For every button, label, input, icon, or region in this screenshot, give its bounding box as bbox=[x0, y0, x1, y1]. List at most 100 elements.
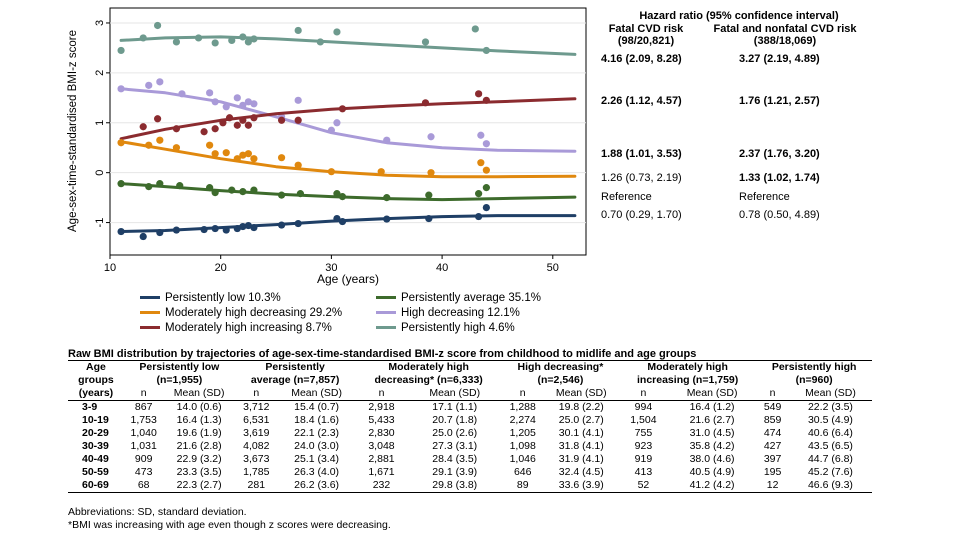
table-cell: 923 bbox=[634, 440, 653, 452]
subhead-mean: Mean (SD) bbox=[163, 387, 235, 401]
table-cell: 25.0 (2.7) bbox=[558, 414, 604, 426]
y-tick-label: 3 bbox=[94, 20, 106, 26]
table-cell: 4,082 bbox=[243, 440, 270, 452]
x-axis-label: Age (years) bbox=[317, 272, 379, 286]
subhead-n: n bbox=[355, 387, 408, 401]
table-cell: 549 bbox=[763, 401, 782, 413]
data-point bbox=[206, 141, 214, 149]
group-head-l2: (n=2,546) bbox=[537, 374, 584, 386]
hazard-row-2-c1: 2.26 (1.12, 4.57) bbox=[601, 95, 682, 107]
table-row: 40-49 909 22.9 (3.2) 3,673 25.1 (3.4) 2,881 28… bbox=[68, 453, 872, 466]
group-head-l1: Moderately high bbox=[355, 360, 502, 374]
x-tick-label: 10 bbox=[104, 262, 116, 274]
table-header-row: Age Persistently low Persistently Modera… bbox=[68, 360, 872, 374]
data-point bbox=[156, 136, 164, 144]
table-row: 20-29 1,040 19.6 (1.9) 3,619 22.1 (2.3) 2,830… bbox=[68, 427, 872, 440]
table-cell: 31.0 (4.5) bbox=[689, 427, 735, 439]
table-cell: 1,205 bbox=[509, 427, 536, 439]
table-row: 60-69 68 22.3 (2.7) 281 26.2 (3.6) 232 29.8 (3… bbox=[68, 479, 872, 493]
data-point bbox=[233, 121, 241, 129]
table-cell: 41.2 (4.2) bbox=[667, 479, 757, 493]
table-cell: 30.5 (4.9) bbox=[807, 414, 853, 426]
table-cell: 43.5 (6.5) bbox=[807, 440, 853, 452]
data-point bbox=[294, 116, 302, 124]
age-group-cell: 10-19 bbox=[82, 414, 109, 426]
subhead-mean: Mean (SD) bbox=[543, 387, 619, 401]
group-head-l1: Persistently high bbox=[756, 360, 872, 374]
table-cell: 3,619 bbox=[243, 427, 270, 439]
table-cell: 427 bbox=[763, 440, 782, 452]
trajectory-line bbox=[119, 214, 577, 233]
series-group bbox=[117, 78, 577, 153]
plot-area bbox=[109, 7, 587, 256]
x-tick-label: 20 bbox=[215, 262, 227, 274]
series-group bbox=[119, 90, 577, 141]
table-row: 50-59 473 23.3 (3.5) 1,785 26.3 (4.0) 1,671 29… bbox=[68, 466, 872, 479]
data-point bbox=[482, 140, 490, 148]
footnote-bmi: *BMI was increasing with age even though… bbox=[68, 519, 391, 531]
data-point bbox=[139, 232, 147, 241]
table-cell: 31.8 (4.1) bbox=[558, 440, 604, 452]
footnote-abbreviations: Abbreviations: SD, standard deviation. bbox=[68, 506, 247, 518]
hazard-title: Hazard ratio (95% confidence interval) bbox=[639, 10, 839, 22]
subhead-n: n bbox=[756, 387, 789, 401]
group-head-l1: Moderately high bbox=[618, 360, 757, 374]
table-cell: 24.0 (3.0) bbox=[294, 440, 340, 452]
hazard-col1-header: Fatal CVD risk (98/20,821) bbox=[596, 23, 696, 47]
data-point bbox=[154, 115, 162, 123]
table-row: 3-9 867 14.0 (0.6) 3,712 15.4 (0.7) 2,918 17.1… bbox=[68, 401, 872, 415]
legend-item: Persistently high 4.6% bbox=[376, 322, 515, 334]
hazard-row-6-c1: 0.70 (0.29, 1.70) bbox=[601, 209, 682, 221]
data-point bbox=[211, 125, 219, 133]
data-point bbox=[244, 121, 252, 129]
data-point bbox=[294, 26, 302, 35]
table-cell: 25.0 (2.6) bbox=[432, 427, 478, 439]
legend-swatch bbox=[376, 311, 396, 315]
table-cell: 14.0 (0.6) bbox=[176, 401, 222, 413]
data-point bbox=[421, 38, 430, 46]
table-cell: 994 bbox=[634, 401, 653, 413]
subhead-mean: Mean (SD) bbox=[788, 387, 872, 401]
subhead-n: n bbox=[501, 387, 544, 401]
data-point bbox=[482, 166, 490, 174]
data-point bbox=[172, 38, 181, 46]
hazard-row-1-c2: 3.27 (2.19, 4.89) bbox=[739, 53, 820, 65]
hazard-row-3-c1: 1.88 (1.01, 3.53) bbox=[601, 148, 682, 160]
x-tick-label: 30 bbox=[325, 262, 337, 274]
table-cell: 23.3 (3.5) bbox=[176, 466, 222, 478]
legend-item: Moderately high decreasing 29.2% bbox=[140, 307, 342, 319]
legend-swatch bbox=[376, 296, 396, 300]
table-cell: 1,046 bbox=[509, 453, 536, 465]
subhead-mean: Mean (SD) bbox=[277, 387, 356, 401]
data-point bbox=[471, 25, 479, 33]
hazard-col1-sub: (98/20,821) bbox=[617, 35, 675, 47]
table-cell: 2,918 bbox=[368, 401, 395, 413]
series-group bbox=[117, 180, 577, 202]
table-subheader-row: (years) n Mean (SD) n Mean (SD) n Mean (SD) n M… bbox=[68, 387, 872, 401]
table-cell: 26.3 (4.0) bbox=[294, 466, 340, 478]
table-cell: 19.6 (1.9) bbox=[176, 427, 222, 439]
legend-swatch bbox=[376, 326, 396, 330]
legend-item: Moderately high increasing 8.7% bbox=[140, 322, 332, 334]
data-point bbox=[427, 133, 435, 141]
table-cell: 45.2 (7.6) bbox=[807, 466, 853, 478]
table-cell: 18.4 (1.6) bbox=[294, 414, 340, 426]
data-point bbox=[427, 169, 435, 177]
table-header-row: groups (n=1,955) average (n=7,857) decre… bbox=[68, 374, 872, 387]
x-tick-label: 50 bbox=[547, 262, 559, 274]
data-point bbox=[294, 96, 302, 104]
age-group-cell: 30-39 bbox=[82, 440, 109, 452]
data-point bbox=[475, 90, 483, 98]
hazard-col2-label: Fatal and nonfatal CVD risk bbox=[713, 23, 857, 35]
trajectory-line bbox=[119, 97, 577, 141]
table-cell: 3,712 bbox=[243, 401, 270, 413]
table-cell: 1,040 bbox=[130, 427, 157, 439]
age-group-cell: 60-69 bbox=[68, 479, 124, 493]
table-cell: 21.6 (2.7) bbox=[689, 414, 735, 426]
trajectory-line bbox=[119, 140, 577, 179]
bmi-trajectory-chart: -1 0 1 2 3 10 20 30 40 50 Age (years) Age-sex-tim… bbox=[67, 7, 587, 286]
data-point bbox=[294, 161, 302, 169]
age-group-cell: 50-59 bbox=[82, 466, 109, 478]
trajectory-line bbox=[119, 87, 577, 153]
data-point bbox=[211, 39, 219, 47]
